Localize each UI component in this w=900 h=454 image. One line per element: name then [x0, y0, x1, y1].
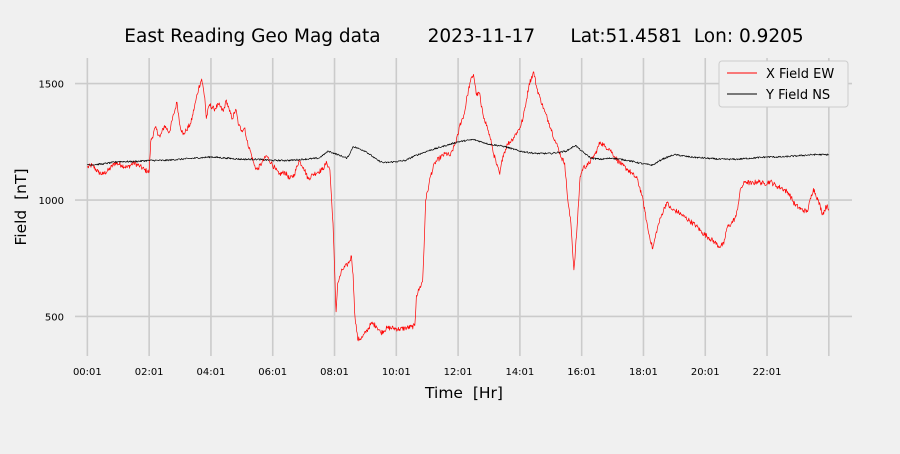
y-tick-label: 500 [45, 312, 64, 323]
data-series [87, 71, 830, 342]
x-tick-label: 22:01 [753, 367, 782, 378]
x-tick-label: 12:01 [444, 367, 473, 378]
series-line-x-field-ew [87, 71, 830, 342]
x-tick-label: 02:01 [135, 367, 164, 378]
tick-labels: 00:01 02:01 04:01 06:01 08:01 10:01 12:01 14:01… [39, 80, 782, 378]
plot-background [75, 58, 852, 356]
chart-title: East Reading Geo Mag data 2023-11-17 Lat… [124, 26, 803, 47]
x-axis-label: Time [Hr] [424, 384, 503, 402]
x-tick-label: 00:01 [73, 367, 102, 378]
y-axis-label: Field [nT] [12, 168, 30, 245]
series-line-y-field-ns [87, 138, 829, 167]
x-tick-label: 14:01 [505, 367, 534, 378]
legend-label-x-field: X Field EW [766, 67, 834, 82]
x-tick-label: 04:01 [197, 367, 226, 378]
legend-label-y-field: Y Field NS [765, 88, 830, 103]
x-tick-label: 10:01 [382, 367, 411, 378]
x-tick-label: 16:01 [567, 367, 596, 378]
x-tick-label: 20:01 [691, 367, 720, 378]
y-tick-label: 1000 [39, 196, 64, 207]
x-tick-label: 18:01 [629, 367, 658, 378]
x-tick-label: 08:01 [320, 367, 349, 378]
legend: X Field EW Y Field NS [718, 60, 849, 108]
y-tick-label: 1500 [39, 80, 64, 91]
x-tick-label: 06:01 [258, 367, 287, 378]
